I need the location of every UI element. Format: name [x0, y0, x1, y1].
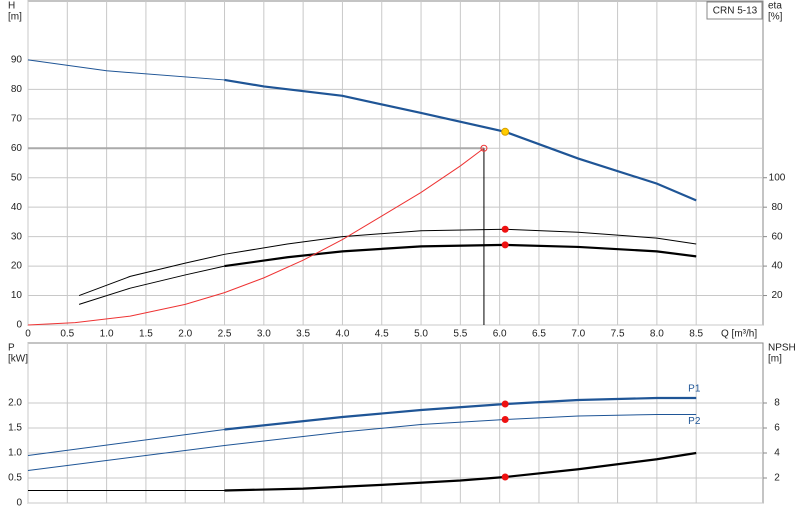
x-tick-label: 8.5: [689, 329, 703, 340]
curve-bold: [224, 78, 697, 202]
plot-area: [27, 342, 764, 504]
x-tick-label: 3.0: [257, 329, 271, 340]
y2-axis-label: NPSH: [768, 343, 796, 354]
model-box: [706, 1, 763, 20]
curve-bold: [224, 243, 697, 268]
curve: [78, 228, 697, 297]
y-tick-label: 1.5: [8, 423, 22, 434]
y-tick-label: 0: [16, 320, 22, 331]
y2-tick-label: 40: [771, 261, 783, 272]
y-tick-label: 20: [11, 261, 23, 272]
y2-tick-label: 80: [771, 202, 783, 213]
x-tick-label: 1.0: [100, 329, 114, 340]
y2-tick-label: 2: [774, 473, 780, 484]
y-axis-label: [m]: [8, 12, 22, 23]
operating-point: [501, 473, 509, 481]
x-axis-label: Q [m³/h]: [721, 329, 757, 340]
x-tick-label: 4.5: [375, 329, 389, 340]
y-tick-label: 80: [11, 84, 23, 95]
x-tick-label: 4.0: [335, 329, 349, 340]
operating-point: [501, 241, 509, 249]
x-tick-label: 5.0: [414, 329, 428, 340]
x-tick-label: 7.0: [571, 329, 585, 340]
duty-point: [480, 144, 488, 152]
x-tick-label: 0: [25, 329, 31, 340]
x-tick-label: 3.5: [296, 329, 310, 340]
y-tick-label: 30: [11, 231, 23, 242]
x-tick-label: 6.0: [493, 329, 507, 340]
series-label: P1: [688, 384, 701, 395]
y-tick-label: 10: [11, 290, 23, 301]
y2-tick-label: 20: [771, 290, 783, 301]
x-tick-label: 1.5: [139, 329, 153, 340]
curve: [27, 147, 485, 326]
y-tick-label: 40: [11, 202, 23, 213]
y-tick-label: 2.0: [8, 398, 22, 409]
x-tick-label: 7.5: [611, 329, 625, 340]
x-tick-label: 2.0: [178, 329, 192, 340]
operating-point: [501, 127, 510, 136]
y2-axis-label: eta: [768, 1, 782, 12]
y2-axis-label: [%]: [768, 12, 783, 23]
x-tick-label: 0.5: [60, 329, 74, 340]
y-axis-label: H: [8, 1, 15, 12]
plot-area: [27, 0, 764, 326]
y2-axis-label: [m]: [768, 354, 782, 365]
y-tick-label: 1.0: [8, 448, 22, 459]
operating-point: [501, 225, 509, 233]
operating-point: [501, 400, 509, 408]
y-tick-label: 70: [11, 113, 23, 124]
x-tick-label: 2.5: [218, 329, 232, 340]
y2-tick-label: 8: [774, 398, 780, 409]
y-axis-label: [kW]: [8, 354, 28, 365]
series-label: P2: [688, 416, 701, 427]
y2-tick-label: 60: [771, 231, 783, 242]
y2-tick-label: 4: [774, 448, 780, 459]
curve-bold: [224, 451, 697, 492]
curve: [27, 414, 697, 471]
y-tick-label: 50: [11, 172, 23, 183]
model-label: CRN 5-13: [713, 6, 758, 17]
y-tick-label: 60: [11, 143, 23, 154]
y-tick-label: 90: [11, 55, 23, 66]
y2-tick-label: 6: [774, 423, 780, 434]
x-tick-label: 6.5: [532, 329, 546, 340]
y-tick-label: 0: [16, 498, 22, 509]
y2-tick-label: 100: [769, 172, 786, 183]
operating-point: [501, 416, 509, 423]
y-tick-label: 0.5: [8, 473, 22, 484]
x-tick-label: 8.0: [650, 329, 664, 340]
x-tick-label: 5.5: [453, 329, 467, 340]
y-axis-label: P: [8, 343, 15, 354]
